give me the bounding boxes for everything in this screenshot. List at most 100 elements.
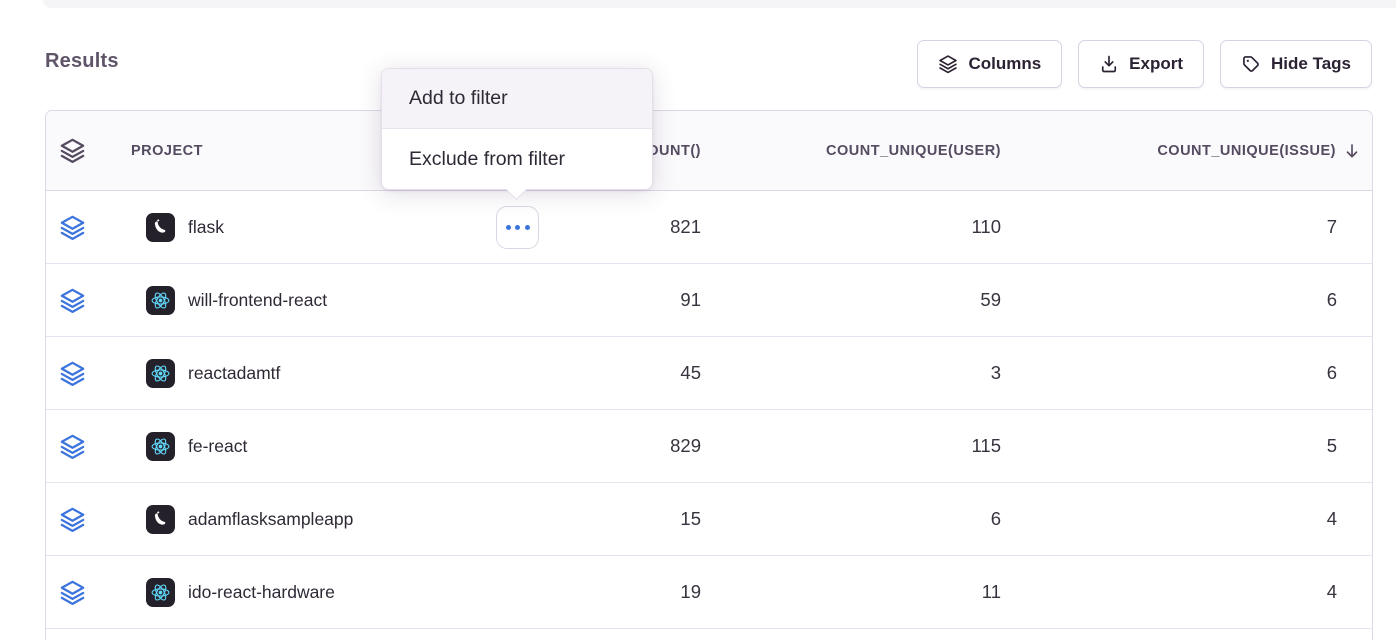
- project-cell[interactable]: fe-react: [131, 431, 526, 461]
- hide-tags-button[interactable]: Hide Tags: [1220, 40, 1372, 88]
- ellipsis-dot: [524, 225, 530, 230]
- cutoff-top-bar: [43, 0, 1396, 8]
- column-header-project[interactable]: PROJECT: [131, 142, 203, 159]
- count-unique-issue-value: 4: [1326, 581, 1337, 602]
- count-unique-user-cell: 6: [701, 508, 1001, 530]
- count-unique-user-value: 3: [990, 362, 1001, 383]
- project-cell[interactable]: flask: [131, 212, 526, 242]
- count-unique-user-cell: 110: [701, 216, 1002, 238]
- table-header-row: PROJECT COUNT() COUNT_UNIQUE(USER) COUNT…: [46, 111, 1372, 191]
- project-cell[interactable]: will-frontend-react: [131, 285, 526, 315]
- count-unique-issue-value: 4: [1326, 508, 1337, 529]
- table-row[interactable]: reactadamtf 45 3 6: [46, 337, 1372, 410]
- download-icon: [1102, 55, 1117, 73]
- count-unique-issue-cell: 4: [1001, 508, 1337, 530]
- row-stack-cell: [46, 506, 131, 533]
- column-header-count-unique-issue[interactable]: COUNT_UNIQUE(ISSUE): [1001, 142, 1358, 160]
- count-value: 91: [680, 289, 701, 310]
- count-unique-issue-value: 7: [1326, 216, 1337, 237]
- cell-actions-context-menu: Add to filter Exclude from filter: [381, 68, 653, 201]
- toolbar: Columns Export Hide Tags: [917, 40, 1372, 88]
- layers-icon: [59, 579, 86, 606]
- count-unique-issue-cell: 4: [1001, 581, 1337, 603]
- layers-icon: [59, 360, 86, 387]
- row-stack-cell: [46, 579, 131, 606]
- project-cell[interactable]: adamflasksampleapp: [131, 504, 526, 534]
- export-button-label: Export: [1129, 54, 1184, 73]
- sort-desc-icon: [1343, 142, 1361, 160]
- hide-tags-button-label: Hide Tags: [1271, 54, 1351, 73]
- count-unique-user-value: 6: [990, 508, 1001, 529]
- ellipsis-dot: [505, 225, 511, 230]
- row-context-menu-button[interactable]: [496, 206, 539, 249]
- flask-icon: [146, 504, 175, 534]
- count-cell: 45: [526, 362, 701, 384]
- react-icon: [146, 431, 175, 461]
- project-cell[interactable]: reactadamtf: [131, 358, 526, 388]
- layers-icon: [59, 287, 86, 314]
- results-table: PROJECT COUNT() COUNT_UNIQUE(USER) COUNT…: [45, 110, 1373, 640]
- project-name: flask: [188, 216, 224, 237]
- react-icon: [146, 577, 175, 607]
- table-row[interactable]: flask 821 110 7: [46, 191, 1372, 264]
- count-unique-user-cell: 11: [701, 581, 1001, 603]
- table-body: flask 821 110 7 will-frontend-react: [46, 191, 1372, 629]
- count-unique-issue-cell: 5: [1001, 435, 1337, 457]
- project-name: ido-react-hardware: [188, 581, 335, 602]
- count-value: 821: [670, 216, 701, 237]
- project-name: adamflasksampleapp: [188, 508, 354, 529]
- count-unique-issue-value: 5: [1326, 435, 1337, 456]
- count-cell: 15: [526, 508, 701, 530]
- tag-icon: [1243, 56, 1259, 72]
- row-stack-cell: [46, 214, 131, 241]
- row-stack-cell: [46, 433, 131, 460]
- project-cell[interactable]: ido-react-hardware: [131, 577, 526, 607]
- count-unique-user-value: 59: [980, 289, 1001, 310]
- count-unique-issue-cell: 6: [1001, 289, 1337, 311]
- count-unique-issue-value: 6: [1326, 289, 1337, 310]
- columns-button[interactable]: Columns: [917, 40, 1063, 88]
- count-unique-user-value: 110: [971, 216, 1002, 237]
- column-header-count-unique-user-label: COUNT_UNIQUE(USER): [826, 142, 1001, 159]
- count-unique-issue-value: 6: [1326, 362, 1337, 383]
- layers-icon: [939, 55, 958, 74]
- layers-icon: [59, 506, 86, 533]
- project-name: will-frontend-react: [188, 289, 328, 310]
- count-unique-issue-cell: 6: [1001, 362, 1337, 384]
- count-unique-user-cell: 115: [701, 435, 1002, 457]
- row-stack-cell: [46, 287, 131, 314]
- layers-icon: [59, 433, 86, 460]
- table-row[interactable]: fe-react 829 115 5: [46, 410, 1372, 483]
- project-name: fe-react: [188, 435, 248, 456]
- count-cell: 821: [526, 216, 701, 238]
- table-row[interactable]: ido-react-hardware 19 11 4: [46, 556, 1372, 629]
- count-value: 45: [680, 362, 701, 383]
- page-title: Results: [45, 50, 119, 72]
- count-value: 19: [680, 581, 701, 602]
- react-icon: [146, 285, 175, 315]
- count-unique-user-value: 11: [981, 581, 1001, 602]
- menu-item-add-to-filter[interactable]: Add to filter: [382, 69, 652, 129]
- count-value: 15: [680, 508, 701, 529]
- export-button[interactable]: Export: [1078, 40, 1205, 88]
- layers-icon: [59, 214, 86, 241]
- count-unique-user-value: 115: [971, 435, 1002, 456]
- ellipsis-dot: [515, 225, 520, 230]
- react-icon: [146, 358, 175, 388]
- columns-button-label: Columns: [968, 54, 1042, 73]
- count-cell: 829: [526, 435, 701, 457]
- column-header-stack[interactable]: [46, 137, 131, 164]
- count-unique-user-cell: 3: [701, 362, 1001, 384]
- count-cell: 19: [526, 581, 701, 603]
- project-name: reactadamtf: [188, 362, 281, 383]
- table-row[interactable]: will-frontend-react 91 59 6: [46, 264, 1372, 337]
- layers-icon: [59, 137, 86, 164]
- column-header-count-unique-issue-label: COUNT_UNIQUE(ISSUE): [1157, 142, 1336, 159]
- row-stack-cell: [46, 360, 131, 387]
- flask-icon: [146, 212, 175, 242]
- count-unique-user-cell: 59: [701, 289, 1001, 311]
- table-row[interactable]: adamflasksampleapp 15 6 4: [46, 483, 1372, 556]
- column-header-count-unique-user[interactable]: COUNT_UNIQUE(USER): [701, 143, 1001, 159]
- count-cell: 91: [526, 289, 701, 311]
- count-value: 829: [670, 435, 701, 456]
